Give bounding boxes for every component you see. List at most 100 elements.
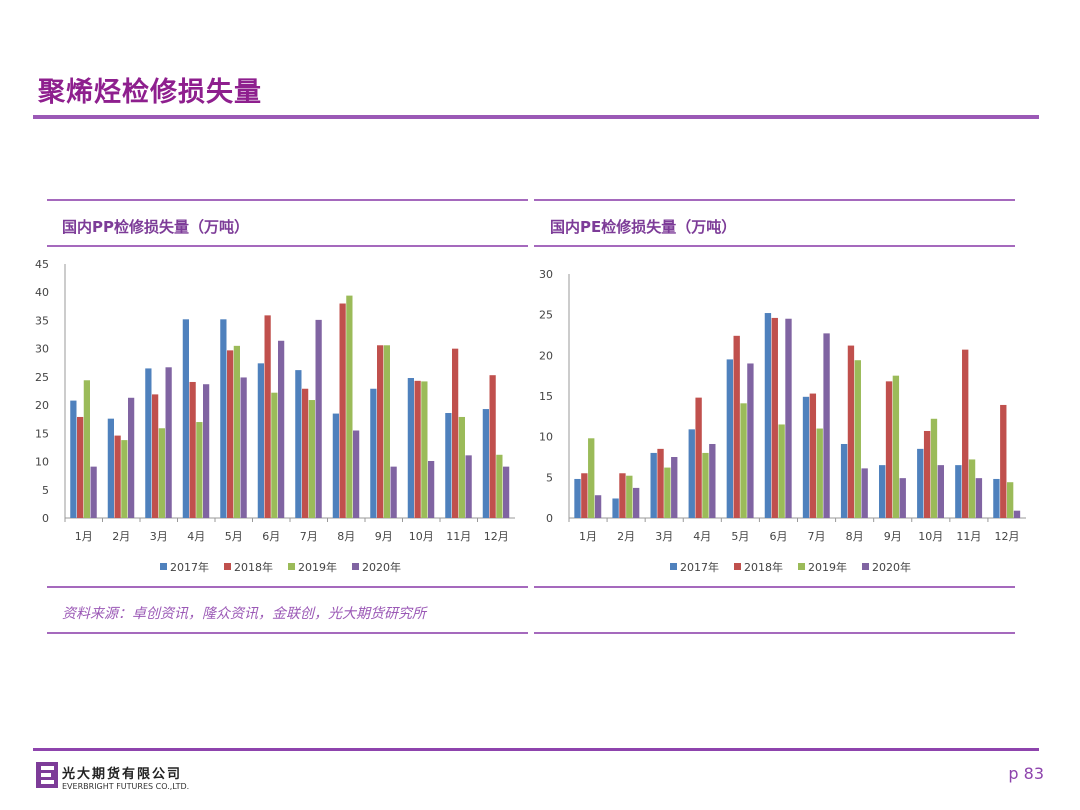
pe-y-tick-label: 25 xyxy=(539,309,553,322)
pe-legend-label: 2020年 xyxy=(872,560,911,574)
right-panel-title-rule xyxy=(534,245,1015,247)
pp-bar-2017年 xyxy=(407,378,414,518)
pe-bar-2017年 xyxy=(612,498,619,518)
pp-bar-2017年 xyxy=(295,370,302,518)
pp-bar-2017年 xyxy=(107,418,114,518)
pe-bar-2019年 xyxy=(778,424,785,518)
pp-bar-2019年 xyxy=(383,345,390,518)
pe-bar-2019年 xyxy=(930,418,938,518)
data-source-note: 资料来源：卓创资讯，隆众资讯，金联创，光大期货研究所 xyxy=(62,606,426,622)
pp-bar-2020年 xyxy=(353,430,360,518)
pe-bar-2017年 xyxy=(802,396,810,518)
left-panel-top-rule xyxy=(47,199,528,201)
pe-bar-2020年 xyxy=(937,465,945,518)
title-rule xyxy=(33,115,1039,119)
pp-legend-swatch xyxy=(160,563,167,570)
pp-bar-2018年 xyxy=(264,315,271,518)
left-panel-title-rule xyxy=(47,245,528,247)
pp-x-tick-label: 4月 xyxy=(187,530,205,543)
pp-bar-2019年 xyxy=(196,422,203,518)
pp-bar-2019年 xyxy=(496,454,503,518)
pe-bar-2020年 xyxy=(785,318,792,518)
pe-bar-2020年 xyxy=(632,487,640,518)
pe-bar-2017年 xyxy=(726,359,734,518)
pp-legend-swatch xyxy=(352,563,359,570)
pe-bar-2017年 xyxy=(840,443,848,518)
left-panel-bottom-rule xyxy=(47,586,528,588)
pp-chart-title: 国内PP检修损失量（万吨） xyxy=(62,218,249,236)
pe-x-tick-label: 10月 xyxy=(918,530,943,543)
pe-bar-2019年 xyxy=(854,360,861,518)
pp-bar-2020年 xyxy=(390,466,397,518)
pp-y-tick-label: 35 xyxy=(35,314,49,327)
pe-bar-2017年 xyxy=(650,452,657,518)
pe-bar-2018年 xyxy=(771,317,778,518)
pe-bar-2018年 xyxy=(809,393,817,518)
pp-bar-2017年 xyxy=(70,400,77,518)
pe-bar-2018年 xyxy=(581,473,588,518)
pp-y-tick-label: 15 xyxy=(35,427,49,440)
pp-bar-2018年 xyxy=(189,381,196,518)
pe-legend-swatch xyxy=(734,563,741,570)
pe-bar-2018年 xyxy=(885,381,893,518)
pp-x-tick-label: 8月 xyxy=(337,530,355,543)
pp-bar-2017年 xyxy=(370,388,377,518)
page-title: 聚烯烃检修损失量 xyxy=(38,77,262,108)
pp-bar-2019年 xyxy=(83,380,90,518)
pe-x-tick-label: 8月 xyxy=(846,530,864,543)
pp-bar-2019年 xyxy=(271,392,278,518)
pp-bar-2020年 xyxy=(128,397,135,518)
pe-x-tick-label: 7月 xyxy=(808,530,826,543)
pe-bar-2019年 xyxy=(892,375,900,518)
pp-x-tick-label: 2月 xyxy=(112,530,130,543)
pp-bar-2019年 xyxy=(458,416,465,518)
company-logo-icon xyxy=(36,762,58,788)
pe-legend-swatch xyxy=(670,563,677,570)
pe-legend-label: 2017年 xyxy=(680,560,719,574)
company-name-cn: 光大期货有限公司 xyxy=(62,767,183,782)
pp-legend-label: 2017年 xyxy=(170,560,209,574)
pe-bar-2017年 xyxy=(917,448,924,518)
pe-bar-2018年 xyxy=(657,448,664,518)
pe-bar-2020年 xyxy=(861,468,868,518)
pp-y-tick-label: 30 xyxy=(35,343,49,356)
pe-bar-2019年 xyxy=(816,428,823,518)
pe-legend-label: 2018年 xyxy=(744,560,783,574)
pe-y-tick-label: 30 xyxy=(539,268,553,281)
pp-bar-2017年 xyxy=(257,363,264,518)
pp-bar-2018年 xyxy=(77,416,84,518)
pe-x-tick-label: 3月 xyxy=(655,530,673,543)
right-panel-bottom-rule xyxy=(534,586,1015,588)
pe-legend-swatch xyxy=(862,563,869,570)
pp-x-tick-label: 9月 xyxy=(375,530,393,543)
pp-bar-2017年 xyxy=(145,368,152,518)
pe-bar-2019年 xyxy=(740,403,747,518)
pe-bar-2017年 xyxy=(955,465,962,518)
pe-bar-2019年 xyxy=(702,452,709,518)
pe-x-tick-label: 5月 xyxy=(731,530,749,543)
pe-y-tick-label: 5 xyxy=(546,471,553,484)
pp-bar-2018年 xyxy=(489,375,496,518)
pp-bar-2019年 xyxy=(158,428,165,518)
pp-bar-2020年 xyxy=(203,384,210,518)
pe-bar-2017年 xyxy=(878,465,886,518)
pp-y-tick-label: 5 xyxy=(42,484,49,497)
pp-x-tick-label: 11月 xyxy=(446,530,471,543)
pp-x-tick-label: 12月 xyxy=(484,530,509,543)
pp-bar-2019年 xyxy=(308,400,315,518)
pp-y-tick-label: 45 xyxy=(35,258,49,271)
pp-bar-2019年 xyxy=(121,440,128,518)
pe-bar-2020年 xyxy=(671,457,678,518)
pp-legend-label: 2018年 xyxy=(234,560,273,574)
pp-legend-swatch xyxy=(288,563,295,570)
pp-bar-2020年 xyxy=(428,460,435,518)
page-number: p 83 xyxy=(1008,764,1044,783)
pe-bar-2018年 xyxy=(923,430,931,518)
pp-y-tick-label: 10 xyxy=(35,456,49,469)
pp-x-tick-label: 3月 xyxy=(150,530,168,543)
pp-bar-2018年 xyxy=(152,394,159,518)
pe-bar-2018年 xyxy=(1000,404,1007,518)
pe-x-tick-label: 11月 xyxy=(956,530,981,543)
pp-bar-2020年 xyxy=(165,367,172,518)
